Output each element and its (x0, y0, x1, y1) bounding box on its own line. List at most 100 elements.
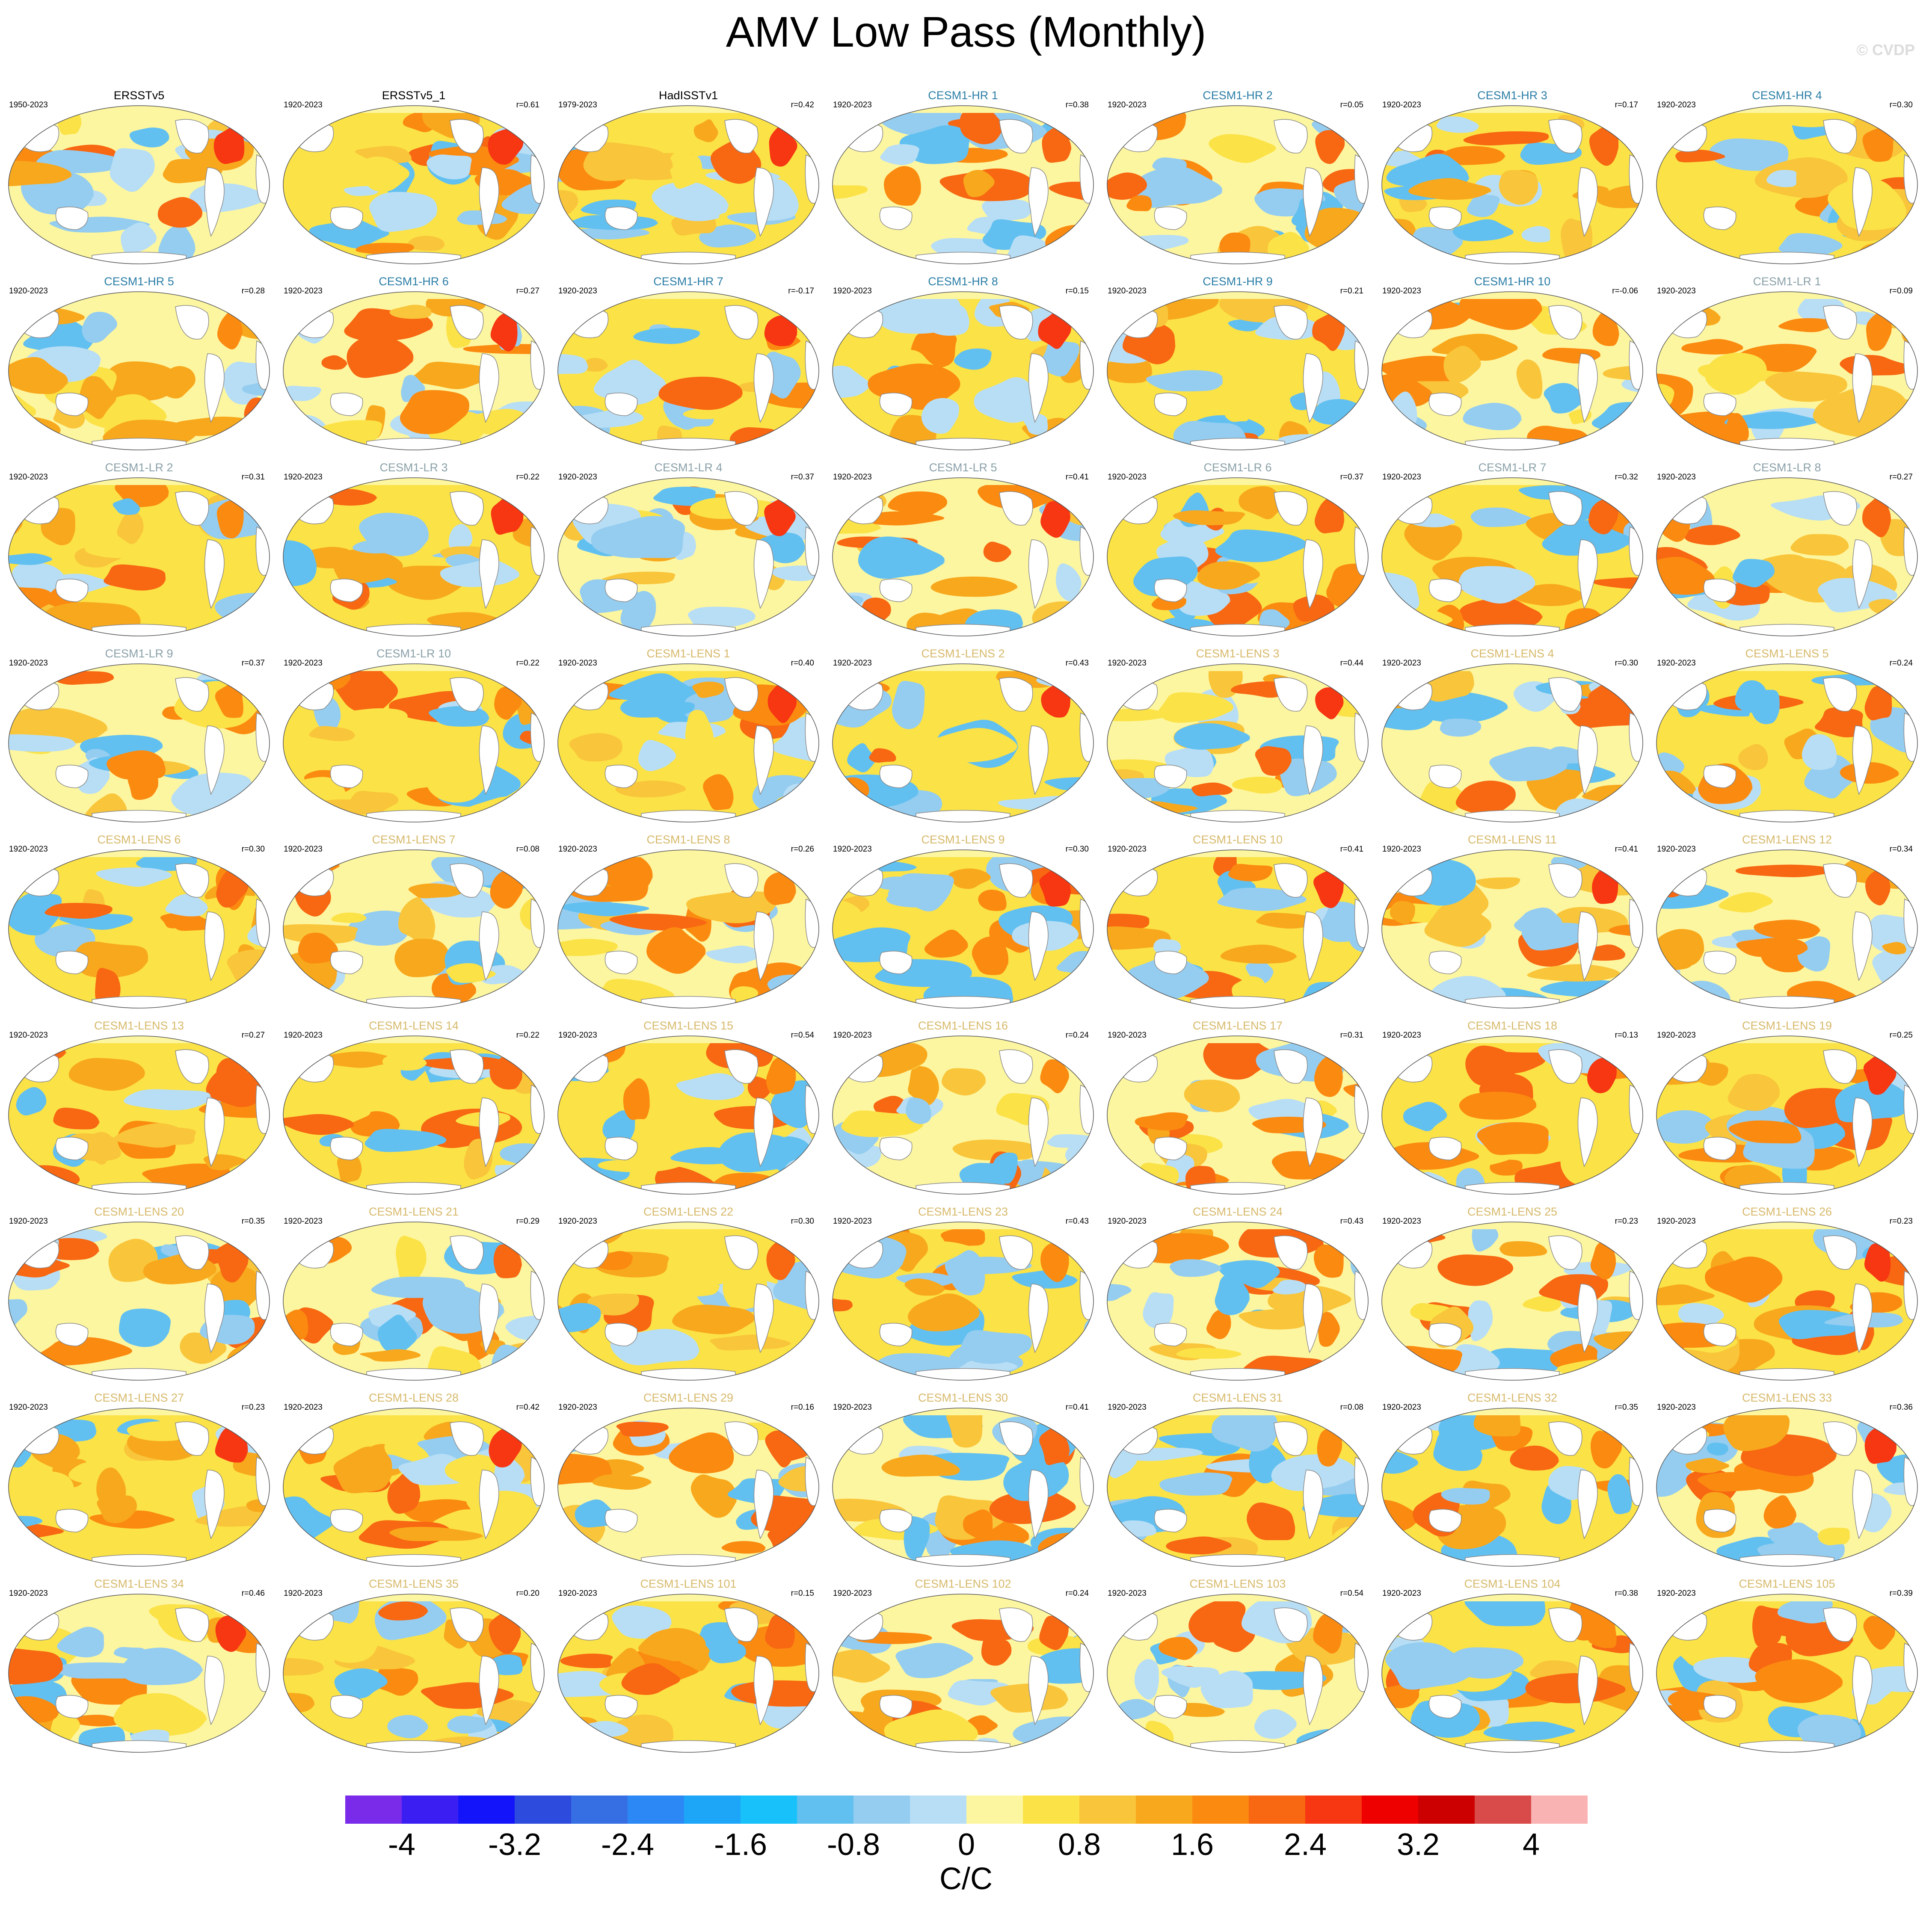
sst-regression-map (1380, 662, 1645, 824)
land-mask (1116, 1049, 1158, 1083)
land-mask (841, 1235, 883, 1269)
land-mask (204, 911, 225, 981)
sst-regression-map (556, 476, 821, 638)
map-panel: CESM1-LR 1 1920-2023 r=0.09 (1650, 275, 1924, 461)
panel-title: CESM1-LENS 22 (643, 1205, 734, 1218)
land-mask (1823, 1421, 1857, 1456)
anomaly-patch (1170, 1259, 1224, 1277)
land-mask (17, 119, 59, 152)
land-mask (175, 1049, 209, 1084)
anomaly-patch (558, 1671, 629, 1697)
land-mask (175, 1235, 209, 1270)
colorbar-box (966, 1796, 1023, 1824)
panel-title: CESM1-LR 5 (929, 461, 997, 474)
anomaly-patch (990, 1683, 1069, 1713)
sst-regression-map (1654, 476, 1920, 638)
panel-years: 1920-2023 (1108, 1217, 1147, 1226)
land-mask (1116, 1607, 1158, 1641)
anomaly-patch (331, 912, 368, 923)
land-mask (1154, 950, 1187, 974)
land-mask (604, 206, 638, 230)
panel-title: CESM1-LR 4 (654, 461, 723, 474)
anomaly-patch (888, 873, 954, 911)
land-mask (1028, 1284, 1049, 1353)
panel-title: CESM1-LENS 27 (94, 1391, 184, 1404)
anomaly-patch (1228, 319, 1268, 331)
anomaly-patch (801, 1038, 819, 1077)
panel-correlation: r=0.08 (516, 845, 539, 854)
panel-correlation: r=0.21 (1340, 287, 1363, 296)
anomaly-patch (53, 1107, 100, 1130)
anomaly-patch (405, 236, 445, 251)
panel-years: 1920-2023 (284, 659, 323, 668)
land-mask (17, 1235, 59, 1269)
anomaly-patch (1318, 1312, 1341, 1347)
anomaly-patch (1143, 1292, 1174, 1328)
anomaly-patch (1656, 240, 1689, 261)
land-mask (604, 1509, 638, 1532)
sst-regression-map (6, 848, 272, 1010)
panel-correlation: r=0.46 (241, 1589, 265, 1598)
anomaly-patch (44, 903, 113, 919)
sst-regression-map (1654, 1034, 1920, 1196)
anomaly-patch (945, 1250, 986, 1296)
anomaly-patch (369, 1092, 464, 1109)
panel-correlation: r=0.42 (791, 101, 814, 109)
sst-regression-map (830, 662, 1096, 824)
anomaly-patch (448, 524, 474, 553)
anomaly-patch (1248, 1099, 1321, 1122)
anomaly-patch (1656, 1110, 1716, 1144)
anomaly-patch (1331, 1526, 1368, 1555)
land-mask (1428, 764, 1462, 788)
panel-years: 1920-2023 (833, 1217, 872, 1226)
anomaly-patch (1591, 577, 1643, 589)
panel-correlation: r=0.25 (1889, 1031, 1913, 1040)
map-outline (283, 1594, 545, 1753)
map-panel: CESM1-LENS 24 1920-2023 r=0.43 (1101, 1205, 1375, 1391)
anomaly-patch (1870, 707, 1917, 753)
anomaly-patch (1299, 982, 1368, 1008)
anomaly-patch (51, 1662, 154, 1679)
panel-correlation: r=0.05 (1340, 101, 1363, 109)
sst-regression-map (6, 290, 272, 452)
anomaly-patch (895, 1643, 978, 1678)
north-atlantic-warm-core (766, 1056, 796, 1094)
north-atlantic-warm-core (1315, 687, 1345, 719)
anomaly-patch (1173, 510, 1245, 526)
panel-title: CESM1-LENS 5 (1745, 647, 1829, 660)
map-outline (8, 1594, 270, 1753)
anomaly-patch (583, 358, 609, 372)
land-mask (1154, 392, 1187, 416)
anomaly-patch (9, 1733, 40, 1747)
panel-correlation: r=0.16 (791, 1403, 814, 1412)
map-outline (1656, 663, 1918, 822)
anomaly-patch (1382, 429, 1419, 450)
anomaly-patch (1440, 719, 1482, 737)
anomaly-patch (1790, 534, 1851, 556)
sst-regression-map (281, 662, 546, 824)
anomaly-patch (1683, 525, 1743, 545)
panel-years: 1920-2023 (1657, 101, 1696, 109)
anomaly-patch (633, 328, 700, 344)
anomaly-patch (646, 927, 709, 974)
land-mask (479, 1656, 499, 1725)
land-mask (175, 491, 209, 526)
map-panel: CESM1-LENS 29 1920-2023 r=0.16 (551, 1391, 825, 1577)
map-panel: CESM1-LENS 9 1920-2023 r=0.30 (826, 833, 1100, 1019)
land-mask (1823, 1235, 1857, 1270)
anomaly-patch (609, 914, 712, 931)
anomaly-patch (1709, 138, 1790, 171)
anomaly-patch (1544, 383, 1588, 414)
anomaly-patch (687, 606, 758, 629)
panel-years: 1920-2023 (833, 1589, 872, 1598)
map-outline (283, 477, 545, 636)
land-mask (1665, 491, 1707, 524)
panel-years: 1920-2023 (558, 287, 597, 296)
land-mask (879, 392, 913, 416)
land-mask (17, 863, 59, 896)
anomaly-patch (672, 1305, 757, 1334)
sst-regression-map (1105, 290, 1370, 452)
colorbar-box (1531, 1796, 1588, 1824)
sst-regression-map (556, 1034, 821, 1196)
land-mask (330, 1136, 363, 1160)
